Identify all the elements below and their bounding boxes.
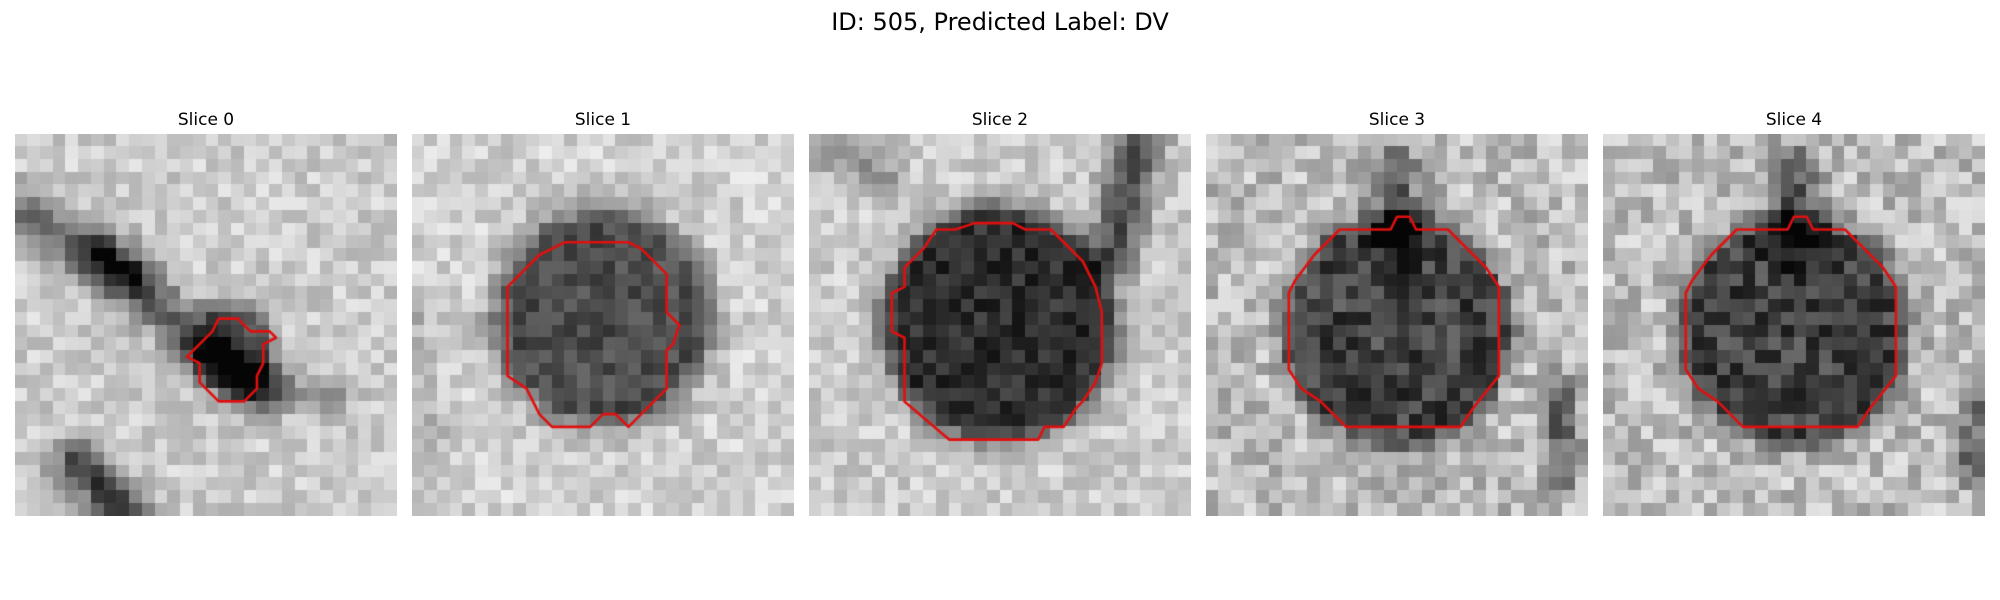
slice-image-1 xyxy=(412,134,794,516)
figure-title: ID: 505, Predicted Label: DV xyxy=(831,8,1169,36)
slice-title-1: Slice 1 xyxy=(574,110,632,130)
slice-image-3 xyxy=(1206,134,1588,516)
slice-panel-2: Slice 2 xyxy=(809,108,1191,520)
slice-image-2 xyxy=(809,134,1191,516)
slice-image-4 xyxy=(1603,134,1985,516)
slice-panel-0: Slice 0 xyxy=(15,108,397,520)
slice-panel-4: Slice 4 xyxy=(1603,108,1985,520)
slice-title-4: Slice 4 xyxy=(1765,110,1823,130)
slice-panel-1: Slice 1 xyxy=(412,108,794,520)
slice-title-0: Slice 0 xyxy=(177,110,235,130)
slice-title-3: Slice 3 xyxy=(1368,110,1426,130)
slice-panel-3: Slice 3 xyxy=(1206,108,1588,520)
slice-title-2: Slice 2 xyxy=(971,110,1029,130)
slice-image-0 xyxy=(15,134,397,516)
